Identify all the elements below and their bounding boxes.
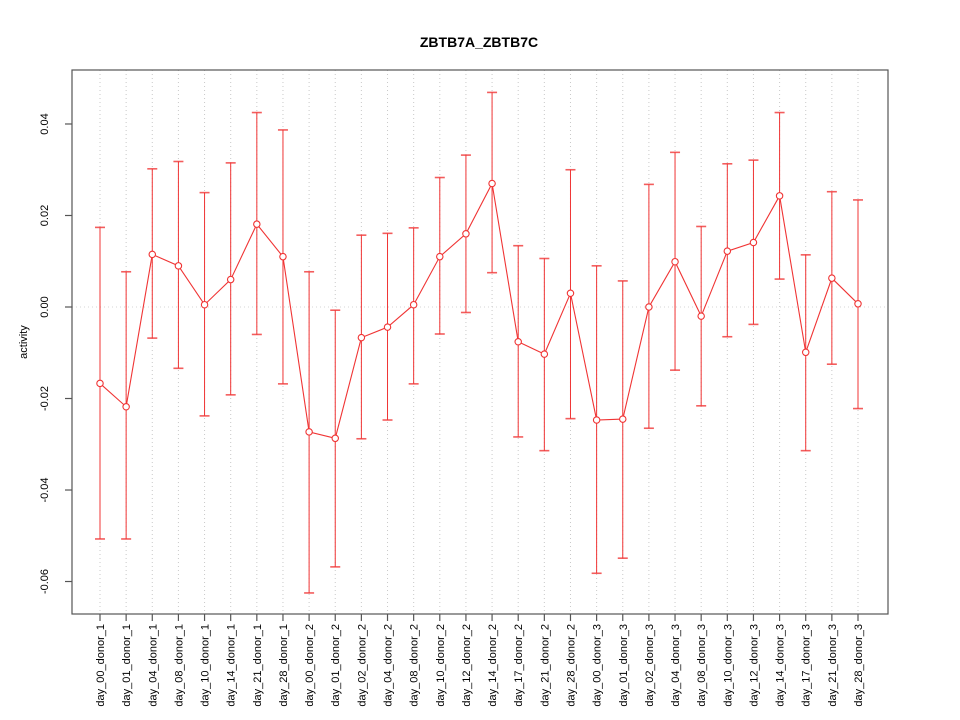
x-tick-label: day_01_donor_1: [121, 624, 133, 707]
data-point: [619, 415, 627, 423]
data-point: [305, 428, 313, 436]
data-point: [200, 300, 209, 309]
data-point: [749, 238, 758, 247]
x-tick-label: day_28_donor_1: [278, 624, 290, 707]
data-point: [566, 289, 575, 298]
x-tick-label: day_02_donor_2: [356, 624, 368, 707]
y-tick-label: -0.04: [39, 477, 51, 502]
x-tick-label: day_08_donor_1: [173, 624, 185, 707]
y-tick-label: -0.02: [39, 386, 51, 411]
data-point: [357, 333, 366, 342]
data-point: [828, 274, 836, 282]
x-tick-label: day_04_donor_2: [383, 624, 395, 707]
data-point: [331, 434, 339, 443]
y-tick-label: -0.06: [39, 569, 51, 594]
x-tick-label: day_28_donor_3: [853, 624, 865, 707]
data-point: [122, 402, 130, 411]
data-point: [540, 350, 549, 358]
data-point: [383, 323, 392, 331]
data-point: [671, 257, 679, 266]
y-axis-label: activity: [18, 325, 30, 359]
data-point: [801, 348, 810, 357]
x-tick-label: day_12_donor_2: [461, 624, 473, 707]
x-tick-label: day_08_donor_2: [409, 624, 421, 707]
y-tick-label: 0.04: [39, 113, 51, 134]
y-tick-label: 0.02: [39, 205, 51, 226]
x-tick-label: day_10_donor_1: [200, 624, 212, 707]
data-point: [253, 220, 261, 228]
data-point: [226, 275, 235, 284]
x-tick-label: day_17_donor_2: [513, 624, 525, 707]
x-tick-label: day_12_donor_3: [748, 624, 760, 707]
x-tick-label: day_10_donor_2: [435, 624, 447, 707]
data-point: [592, 416, 601, 424]
x-tick-label: day_21_donor_3: [827, 624, 839, 707]
x-tick-label: day_01_donor_3: [618, 624, 630, 707]
data-point: [645, 303, 653, 311]
data-point: [723, 247, 732, 255]
series-line: [99, 181, 859, 439]
x-tick-label: day_14_donor_1: [226, 624, 238, 707]
x-tick-label: day_00_donor_2: [304, 624, 316, 707]
data-point: [279, 252, 287, 261]
data-point: [96, 379, 104, 388]
x-tick-label: day_10_donor_3: [722, 624, 734, 707]
x-tick-label: day_21_donor_1: [252, 624, 264, 707]
x-tick-label: day_08_donor_3: [696, 624, 708, 707]
data-point: [148, 250, 157, 259]
y-tick-label: 0.00: [39, 296, 51, 317]
data-point: [854, 300, 862, 308]
x-tick-label: day_21_donor_2: [539, 624, 551, 707]
x-tick-label: day_01_donor_2: [330, 624, 342, 707]
data-point: [436, 252, 444, 261]
plot-box: [71, 69, 889, 615]
x-tick-label: day_14_donor_2: [487, 624, 499, 707]
x-tick-label: day_00_donor_1: [95, 624, 107, 707]
data-point: [775, 192, 784, 200]
x-tick-label: day_28_donor_2: [565, 624, 577, 707]
data-point: [488, 179, 496, 188]
x-tick-label: day_17_donor_3: [801, 624, 813, 707]
chart-title: ZBTB7A_ZBTB7C: [420, 34, 538, 50]
data-point: [697, 312, 705, 320]
x-tick-label: day_02_donor_3: [644, 624, 656, 707]
x-tick-label: day_04_donor_3: [670, 624, 682, 707]
data-point: [409, 300, 418, 309]
data-point: [462, 230, 470, 238]
x-tick-label: day_00_donor_3: [592, 624, 604, 707]
x-tick-label: day_14_donor_3: [775, 624, 787, 707]
x-tick-label: day_04_donor_1: [147, 624, 159, 707]
data-point: [514, 338, 522, 346]
data-point: [174, 262, 183, 270]
